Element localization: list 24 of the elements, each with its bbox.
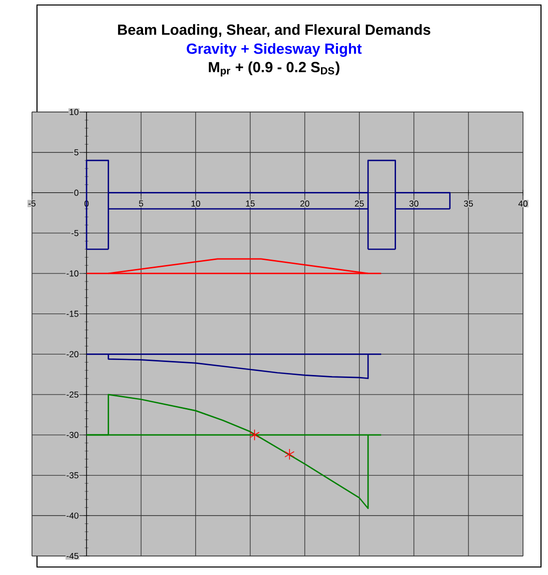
x-tick-label: 35 [464, 200, 473, 207]
y-tick-label: -45 [66, 552, 78, 560]
x-tick-label: 25 [354, 200, 364, 207]
y-tick-label: 0 [74, 190, 78, 196]
y-tick-label: -35 [66, 472, 78, 478]
x-tick-label: 10 [192, 200, 200, 207]
y-tick-label: 5 [74, 149, 78, 156]
x-tick-label: 5 [139, 200, 144, 207]
x-tick-label: 40 [518, 200, 528, 207]
chart-subtitle: Gravity + Sidesway Right [186, 43, 362, 57]
y-tick-label: -15 [66, 310, 78, 317]
y-tick-label: -25 [66, 391, 78, 398]
y-tick-label: -40 [66, 512, 78, 519]
y-tick-label: 10 [70, 108, 78, 116]
x-tick-label: 15 [246, 200, 255, 207]
text: M$_{pr}$ + (0.9 - 0.2 S$_{DS}$) [208, 62, 340, 76]
y-tick-label: -10 [66, 270, 78, 277]
chart-title: Beam Loading, Shear, and Flexural Demands [118, 24, 430, 38]
y-tick-label: -5 [71, 230, 78, 236]
x-tick-label: -5 [28, 200, 36, 207]
y-tick-label: -20 [66, 351, 78, 358]
x-tick-label: 30 [409, 200, 418, 207]
y-tick-label: -30 [66, 432, 78, 438]
x-tick-label: 20 [300, 200, 310, 207]
